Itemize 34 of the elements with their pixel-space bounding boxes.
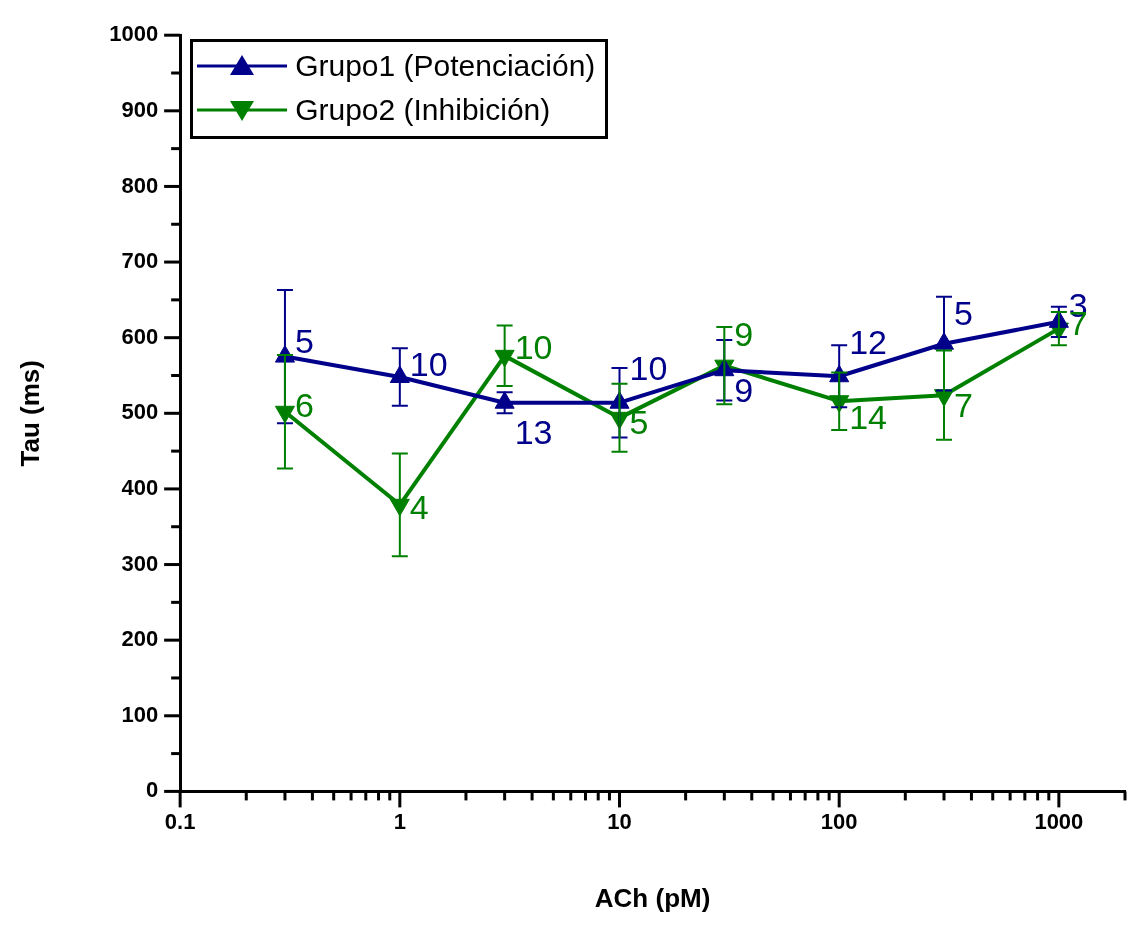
annotation: 9 (734, 371, 754, 410)
y-tick-label: 0 (145, 777, 159, 803)
legend-label: Grupo1 (Potenciación) (295, 49, 596, 84)
annotation: 10 (409, 344, 448, 383)
annotation: 7 (954, 386, 973, 425)
y-tick-label: 600 (121, 323, 159, 349)
y-tick-label: 800 (121, 172, 159, 198)
x-tick-label: 100 (820, 808, 858, 834)
y-axis-title: Tau (ms) (14, 360, 45, 467)
annotation: 14 (849, 398, 888, 437)
y-tick-label: 200 (121, 626, 159, 652)
y-tick-label: 400 (121, 474, 159, 500)
annotation: 10 (629, 349, 668, 388)
annotation: 6 (294, 386, 314, 425)
x-tick-label: 10 (607, 808, 632, 834)
y-tick-label: 500 (121, 399, 159, 425)
annotation: 10 (514, 328, 553, 367)
x-tick-label: 0.1 (164, 808, 196, 834)
annotation: 5 (954, 294, 973, 333)
x-axis-title: ACh (pM) (594, 882, 711, 913)
y-tick-label: 900 (121, 96, 159, 122)
annotation: 5 (294, 322, 314, 361)
y-tick-label: 1000 (109, 21, 159, 47)
annotation: 12 (849, 322, 888, 361)
legend-label: Grupo2 (Inhibición) (295, 93, 551, 128)
x-tick-label: 1 (393, 808, 406, 834)
annotation: 13 (514, 413, 553, 452)
annotation: 9 (734, 315, 754, 354)
y-tick-label: 300 (121, 550, 159, 576)
annotation: 5 (629, 403, 649, 442)
y-tick-label: 100 (121, 701, 159, 727)
y-tick-label: 700 (121, 248, 159, 274)
annotation: 4 (409, 488, 429, 527)
x-tick-label: 1000 (1034, 808, 1084, 834)
